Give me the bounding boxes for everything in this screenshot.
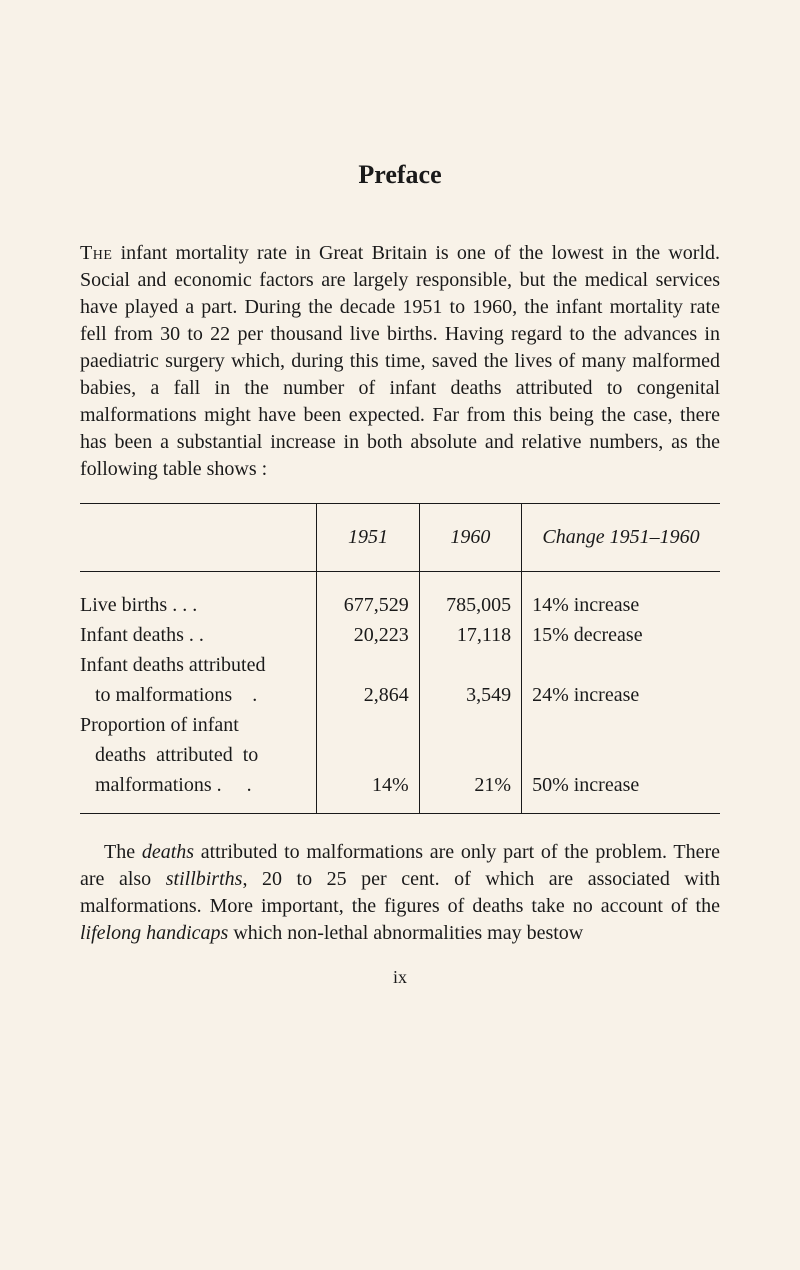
row-label-line: deaths attributed to <box>80 740 317 770</box>
page-number: ix <box>80 967 720 988</box>
row-1951: 14% <box>317 770 419 800</box>
row-label-line: Proportion of infant <box>80 710 317 740</box>
row-change: 14% increase <box>522 590 720 620</box>
paragraph-2: The deaths attributed to malformations a… <box>80 839 720 947</box>
row-label-line: Infant deaths attributed <box>80 650 317 680</box>
mortality-table: 1951 1960 Change 1951–1960 Live births .… <box>80 503 720 814</box>
row-1951: 677,529 <box>317 590 419 620</box>
first-word: The <box>80 242 112 264</box>
table-row: Infant deaths attributed <box>80 650 720 680</box>
table-row: to malformations . 2,864 3,549 24% incre… <box>80 680 720 710</box>
table-row: Live births . . . 677,529 785,005 14% in… <box>80 590 720 620</box>
row-change: 15% decrease <box>522 620 720 650</box>
para1-rest: infant mortality rate in Great Britain i… <box>80 242 720 480</box>
row-change: 24% increase <box>522 680 720 710</box>
p2-d: which non-lethal abnormalities may besto… <box>228 922 583 944</box>
row-change: 50% increase <box>522 770 720 800</box>
table-row: malformations . . 14% 21% 50% increase <box>80 770 720 800</box>
row-label: Infant deaths . . <box>80 620 317 650</box>
header-change: Change 1951–1960 <box>522 504 720 572</box>
row-1960: 3,549 <box>419 680 521 710</box>
row-label: malformations . . <box>80 770 317 800</box>
p2-i1: deaths <box>142 841 194 863</box>
row-1951: 20,223 <box>317 620 419 650</box>
p2-a: The <box>104 841 142 863</box>
row-1960: 17,118 <box>419 620 521 650</box>
row-1960: 785,005 <box>419 590 521 620</box>
p2-i2: stillbirths <box>166 868 243 890</box>
header-1951: 1951 <box>317 504 419 572</box>
header-1960: 1960 <box>419 504 521 572</box>
p2-i3: life­long handicaps <box>80 922 228 944</box>
paragraph-1: The infant mortality rate in Great Brita… <box>80 240 720 483</box>
table-row: deaths attributed to <box>80 740 720 770</box>
row-label: Live births . . . <box>80 590 317 620</box>
preface-title: Preface <box>80 160 720 190</box>
row-1951: 2,864 <box>317 680 419 710</box>
row-label: to malformations . <box>80 680 317 710</box>
table-row: Infant deaths . . 20,223 17,118 15% decr… <box>80 620 720 650</box>
header-blank <box>80 504 317 572</box>
row-1960: 21% <box>419 770 521 800</box>
table-row: Proportion of infant <box>80 710 720 740</box>
